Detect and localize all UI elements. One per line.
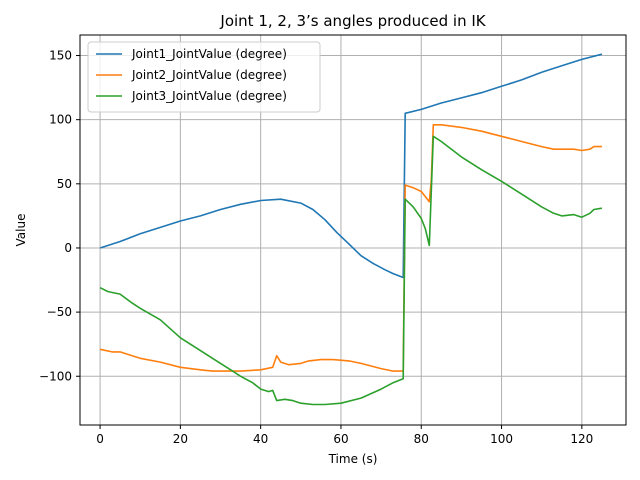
y-tick-label: 0 [64,241,72,255]
legend-box [87,41,321,113]
x-tick-label: 40 [253,432,268,446]
x-tick-label: 60 [333,432,348,446]
series-line-joint2 [99,124,602,372]
series-line-joint3 [99,135,603,406]
legend-label-joint1: Joint1_JointValue (degree) [131,47,287,61]
y-tick-label: 100 [49,113,72,127]
legend: Joint1_JointValue (degree) Joint2_JointVa… [87,41,321,113]
y-tick-label: 150 [49,49,72,63]
y-axis-label: Value [14,214,28,247]
x-tick-label: 100 [490,432,513,446]
series-line-joint1 [99,53,603,279]
plot-frame [79,34,627,426]
x-axis-label: Time (s) [328,452,378,466]
axis-ticks: 0 20 40 60 80 100 120 −100 −50 0 50 100 150 [39,49,593,446]
series-group [99,53,603,406]
y-tick-label: 50 [57,177,72,191]
y-tick-label: −50 [47,305,72,319]
x-tick-label: 20 [173,432,188,446]
legend-label-joint3: Joint3_JointValue (degree) [131,89,287,103]
y-tick-label: −100 [39,369,72,383]
x-tick-label: 120 [570,432,593,446]
legend-label-joint2: Joint2_JointValue (degree) [131,68,287,82]
x-tick-label: 0 [96,432,104,446]
chart-title: Joint 1, 2, 3’s angles produced in IK [219,12,486,30]
x-tick-label: 80 [414,432,429,446]
